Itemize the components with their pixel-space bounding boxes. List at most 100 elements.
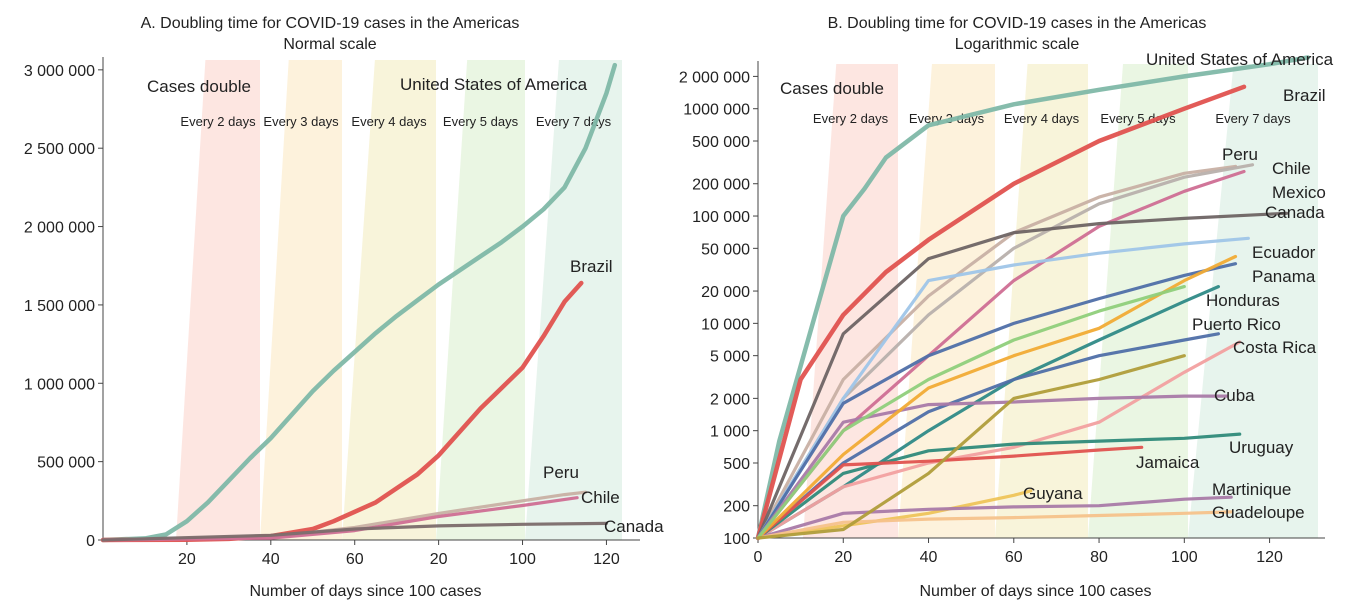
- series-line-guadeloupe: [756, 510, 1233, 540]
- doubling-band: [525, 60, 622, 540]
- series-label-united-states-of-america: United States of America: [1146, 50, 1334, 69]
- x-tick-label: 120: [1256, 549, 1283, 566]
- series-label-cuba: Cuba: [1214, 386, 1255, 405]
- y-tick-label: 500: [723, 456, 750, 473]
- x-tick-label: 20: [178, 551, 196, 568]
- series-label-mexico: Mexico: [1272, 183, 1326, 202]
- x-axis-title: Number of days since 100 cases: [249, 583, 481, 600]
- y-tick-label: 1000 000: [683, 102, 750, 119]
- series-line: [756, 285, 1186, 540]
- y-tick-label: 200 000: [692, 177, 750, 194]
- series-label-peru: Peru: [1222, 145, 1258, 164]
- series-label-peru: Peru: [543, 463, 579, 482]
- y-tick-label: 500 000: [692, 134, 750, 151]
- series-line-united-states-of-america: [100, 62, 618, 543]
- series-label-jamaica: Jamaica: [1136, 453, 1200, 472]
- series-line-guyana: [756, 489, 1033, 540]
- y-tick-label: 50 000: [701, 241, 750, 258]
- x-axis-title: Number of days since 100 cases: [919, 583, 1151, 600]
- series-label-chile: Chile: [1272, 159, 1311, 178]
- series-label-uruguay: Uruguay: [1229, 438, 1294, 457]
- x-tick-label: 80: [1090, 549, 1108, 566]
- series-label-united-states-of-america: United States of America: [400, 75, 588, 94]
- legend-title: Cases double: [780, 79, 884, 98]
- x-tick-label: 120: [593, 551, 620, 568]
- panel-b: Every 2 days Every 3 days Every 4 days Ever…: [679, 15, 1334, 600]
- chart-subtitle: Logarithmic scale: [955, 36, 1080, 53]
- series-line-panama: [756, 262, 1238, 540]
- series-line-puerto-rico: [756, 332, 1221, 540]
- series-line-uruguay: [756, 432, 1242, 540]
- y-tick-label: 2 000: [710, 391, 750, 408]
- series-label-guyana: Guyana: [1023, 484, 1083, 503]
- series-label-panama: Panama: [1252, 267, 1316, 286]
- y-tick-label: 0: [86, 533, 95, 550]
- doubling-band: [1188, 64, 1318, 538]
- series-line-ecuador: [756, 236, 1250, 540]
- series-line-canada: [756, 211, 1289, 540]
- band-label: Every 3 days: [263, 114, 339, 129]
- y-tick-label: 200: [723, 499, 750, 516]
- band-label: Every 7 days: [1215, 111, 1291, 126]
- series-line-costa-rica: [756, 340, 1242, 540]
- doubling-band: [995, 64, 1088, 538]
- chart-title: B. Doubling time for COVID-19 cases in t…: [828, 15, 1207, 32]
- panel-a: Every 2 days Every 3 days Every 4 days Ever…: [24, 15, 664, 600]
- y-tick-label: 100: [723, 531, 750, 548]
- band-label: Every 5 days: [1100, 111, 1176, 126]
- doubling-band: [342, 60, 436, 540]
- series-label-guadeloupe: Guadeloupe: [1212, 503, 1305, 522]
- series-label-brazil: Brazil: [570, 257, 613, 276]
- series-label-honduras: Honduras: [1206, 291, 1280, 310]
- doubling-band: [176, 60, 260, 540]
- series-line-brazil: [755, 84, 1247, 541]
- doubling-band: [436, 60, 525, 540]
- series-label-canada: Canada: [1265, 203, 1325, 222]
- y-tick-label: 500 000: [37, 455, 95, 472]
- series-line-chile: [101, 496, 579, 542]
- band-label: Every 4 days: [1004, 111, 1080, 126]
- x-tick-label: 60: [1005, 549, 1023, 566]
- y-tick-label: 100 000: [692, 209, 750, 226]
- band-label: Every 2 days: [813, 111, 889, 126]
- series-line-jamaica: [756, 445, 1144, 540]
- legend-title: Cases double: [147, 77, 251, 96]
- y-tick-label: 1 000: [710, 424, 750, 441]
- series-line: [756, 354, 1186, 540]
- y-tick-label: 2 000 000: [679, 69, 750, 86]
- band-label: Every 5 days: [443, 114, 519, 129]
- band-label: Every 7 days: [536, 114, 612, 129]
- chart-title: A. Doubling time for COVID-19 cases in t…: [141, 15, 520, 32]
- y-tick-label: 1 500 000: [24, 298, 95, 315]
- y-tick-label: 5 000: [710, 349, 750, 366]
- series-line-cuba: [756, 394, 1229, 540]
- series-line: [756, 254, 1238, 540]
- y-tick-label: 20 000: [701, 284, 750, 301]
- series-label-canada: Canada: [604, 517, 664, 536]
- y-tick-label: 2 000 000: [24, 220, 95, 237]
- series-label-ecuador: Ecuador: [1252, 243, 1316, 262]
- band-label: Every 4 days: [351, 114, 427, 129]
- series-label-brazil: Brazil: [1283, 86, 1326, 105]
- x-tick-label: 20: [834, 549, 852, 566]
- y-tick-label: 1 000 000: [24, 376, 95, 393]
- x-tick-label: 0: [754, 549, 763, 566]
- series-line-martinique: [756, 495, 1233, 540]
- series-label-chile: Chile: [581, 488, 620, 507]
- y-tick-label: 10 000: [701, 316, 750, 333]
- series-label-martinique: Martinique: [1212, 480, 1291, 499]
- doubling-band: [260, 60, 342, 540]
- x-tick-label: 100: [509, 551, 536, 568]
- series-label-costa-rica: Costa Rica: [1233, 338, 1317, 357]
- series-line-united-states-of-america: [755, 55, 1311, 541]
- y-tick-label: 3 000 000: [24, 63, 95, 80]
- x-tick-label: 40: [262, 551, 280, 568]
- x-tick-label: 40: [920, 549, 938, 566]
- x-tick-label: 20: [430, 551, 448, 568]
- doubling-band: [803, 64, 898, 538]
- series-label-puerto-rico: Puerto Rico: [1192, 315, 1281, 334]
- x-tick-label: 60: [346, 551, 364, 568]
- y-tick-label: 2 500 000: [24, 141, 95, 158]
